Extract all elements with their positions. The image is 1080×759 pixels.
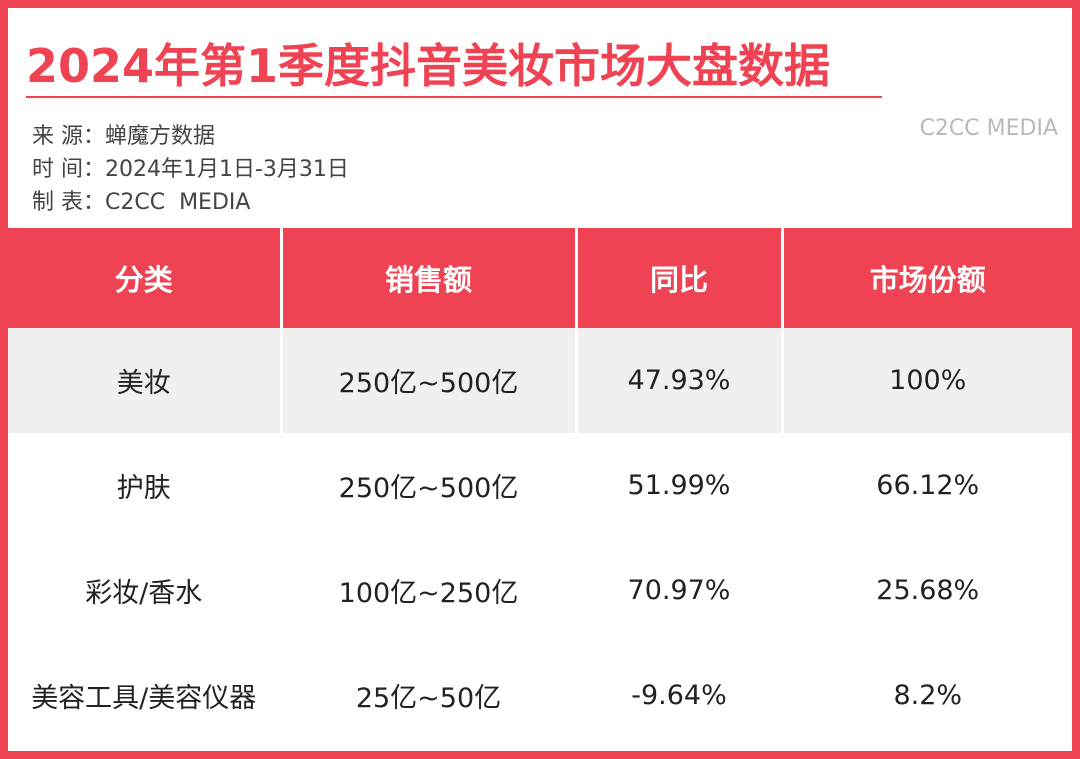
table-row: 美妆 250亿~500亿 47.93% 100% (8, 328, 1072, 433)
header-category: 分类 (8, 228, 283, 328)
cell-sales: 100亿~250亿 (281, 538, 578, 643)
meta-time-key: 时 间： (32, 157, 105, 182)
table-row: 彩妆/香水 100亿~250亿 70.97% 25.68% (8, 538, 1072, 643)
header-yoy: 同比 (576, 228, 784, 328)
cell-category: 美容工具/美容仪器 (8, 643, 283, 748)
cell-category: 美妆 (8, 328, 283, 433)
cell-yoy: -9.64% (576, 643, 784, 748)
watermark: C2CC MEDIA (919, 116, 1058, 141)
cell-yoy: 51.99% (576, 433, 784, 538)
cell-sales: 250亿~500亿 (281, 433, 578, 538)
table-row: 美容工具/美容仪器 25亿~50亿 -9.64% 8.2% (8, 643, 1072, 748)
data-table: 分类 销售额 同比 市场份额 美妆 250亿~500亿 47.93% 100% … (8, 228, 1072, 748)
meta-maker-key: 制 表： (32, 190, 105, 215)
table-header-row: 分类 销售额 同比 市场份额 (8, 228, 1072, 328)
header-sales: 销售额 (281, 228, 578, 328)
cell-market-share: 25.68% (876, 575, 980, 606)
meta-source-value: 蝉魔方数据 (105, 124, 216, 149)
cell-market-share: 8.2% (893, 680, 963, 711)
cell-yoy: 70.97% (576, 538, 784, 643)
title-underline (26, 96, 882, 98)
report-card: 2024年第1季度抖音美妆市场大盘数据 来 源：蝉魔方数据 时 间：2024年1… (8, 8, 1072, 751)
table-row: 护肤 250亿~500亿 51.99% 66.12% (8, 433, 1072, 538)
meta-maker-value: C2CC MEDIA (105, 190, 251, 215)
cell-sales: 25亿~50亿 (281, 643, 578, 748)
cell-market-share: 100% (782, 328, 1072, 433)
cell-market-share: 66.12% (876, 470, 980, 501)
page-title: 2024年第1季度抖音美妆市场大盘数据 (26, 39, 831, 93)
meta-time: 时 间：2024年1月1日-3月31日 (32, 151, 349, 183)
cell-sales: 250亿~500亿 (281, 328, 578, 433)
cell-category: 护肤 (8, 433, 283, 538)
cell-category: 彩妆/香水 (8, 538, 283, 643)
header-market-share: 市场份额 (782, 228, 1072, 328)
meta-source: 来 源：蝉魔方数据 (32, 118, 215, 150)
meta-source-key: 来 源： (32, 124, 105, 149)
meta-maker: 制 表：C2CC MEDIA (32, 184, 250, 216)
meta-time-value: 2024年1月1日-3月31日 (105, 157, 349, 182)
cell-yoy: 47.93% (576, 328, 784, 433)
